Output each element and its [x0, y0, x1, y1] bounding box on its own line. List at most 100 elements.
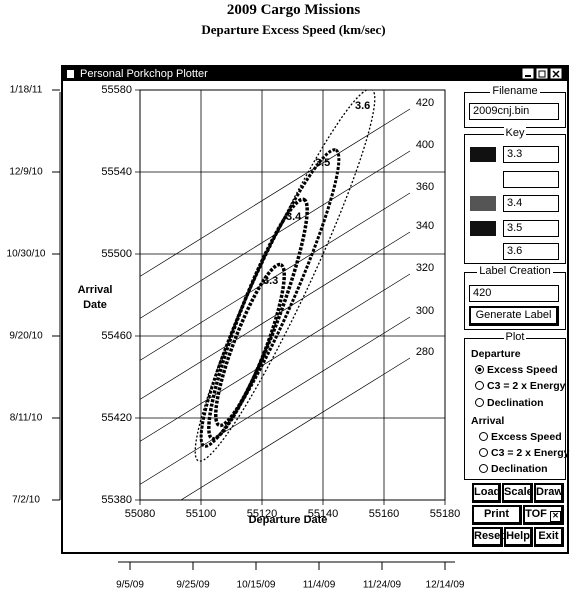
departure-date-label: 10/15/09 — [237, 580, 276, 591]
radio-option[interactable]: Declination — [479, 463, 548, 475]
option-text: Excess Speed — [487, 364, 558, 376]
key-input[interactable] — [503, 171, 559, 188]
y-tick-label: 55460 — [101, 330, 132, 342]
window-title: Personal Porkchop Plotter — [80, 68, 208, 80]
contour-3-3 — [214, 262, 286, 428]
departure-date-label: 12/14/09 — [426, 580, 465, 591]
scale-button[interactable]: Scale — [502, 483, 533, 503]
tof-label: 320 — [416, 262, 434, 274]
departure-date-label: 9/25/09 — [176, 580, 210, 591]
contour-label: 3.3 — [263, 275, 278, 287]
caption-text: Key — [503, 127, 527, 139]
key-input[interactable]: 3.4 — [503, 195, 559, 212]
window-controls[interactable] — [521, 67, 563, 80]
x-tick-label: 55100 — [186, 508, 217, 520]
contours — [194, 90, 376, 462]
tof-label: 400 — [416, 139, 434, 151]
contour-label: 3.6 — [355, 100, 370, 112]
tof-line — [140, 192, 411, 361]
x-axis-label: Departure Date — [249, 514, 328, 526]
arrival-date-label: 1/18/11 — [10, 85, 43, 96]
label-creation-group: Label Creation 420 Generate Label — [464, 265, 566, 330]
group-caption: Plot — [465, 331, 565, 343]
tof-label: 340 — [416, 220, 434, 232]
title-bar — [63, 67, 567, 81]
contour-label: 3.4 — [286, 211, 302, 223]
tof-label: 360 — [416, 181, 434, 193]
tof-text: TOF — [525, 508, 547, 520]
key-swatch — [470, 196, 496, 211]
maximize[interactable] — [535, 67, 549, 80]
group-caption: Filename — [465, 85, 565, 97]
tof-line — [180, 357, 411, 500]
label-input[interactable]: 420 — [469, 285, 559, 302]
key-swatch — [470, 147, 496, 162]
y-axis-label: Arrival — [78, 284, 113, 296]
group-caption: Label Creation — [465, 265, 565, 277]
x-tick-label: 55180 — [430, 508, 461, 520]
help-button[interactable]: Help — [504, 527, 533, 547]
x-tick-label: 55120 — [247, 508, 278, 520]
arrival-date-label: 8/11/10 — [10, 413, 43, 424]
print-button[interactable]: Print — [472, 505, 522, 525]
option-text: C3 = 2 x Energy — [491, 447, 570, 459]
key-input[interactable]: 3.3 — [503, 146, 559, 163]
minimize[interactable] — [521, 67, 535, 80]
key-input[interactable]: 3.5 — [503, 220, 559, 237]
y-tick-label: 55580 — [101, 84, 132, 96]
option-text: Declination — [491, 463, 548, 475]
title: 2009 Cargo Missions — [226, 2, 361, 18]
caption-text: Label Creation — [477, 265, 553, 277]
plot-group: Plot Departure Excess Speed C3 = 2 x Ene… — [464, 331, 570, 480]
y-axis-label: Date — [83, 299, 107, 311]
radio-option[interactable]: Excess Speed — [475, 364, 558, 376]
departure-date-label: 9/5/09 — [116, 580, 144, 591]
arrival-date-label: 10/30/10 — [7, 249, 46, 260]
load-button[interactable]: Load — [472, 483, 501, 503]
section-label: Arrival — [471, 415, 505, 427]
contour-label: 3.5 — [315, 157, 330, 169]
key-swatch — [470, 221, 496, 236]
tof-label: 420 — [416, 97, 434, 109]
y-tick-label: 55420 — [101, 412, 132, 424]
filename-input[interactable]: 2009cnj.bin — [469, 103, 559, 120]
subtitle: Departure Excess Speed (km/sec) — [201, 22, 386, 37]
radio-option[interactable]: C3 = 2 x Energy — [475, 380, 566, 392]
radio-option[interactable]: Excess Speed — [479, 431, 562, 443]
tof-line — [140, 108, 411, 277]
option-text: C3 = 2 x Energy — [487, 380, 566, 392]
radio-option[interactable]: Declination — [475, 397, 544, 409]
x-tick-label: 55160 — [369, 508, 400, 520]
grid: 55080 55100 55120 55140 55160 55180 55580 55540… — [101, 84, 460, 520]
x-tick-label: 55140 — [308, 508, 339, 520]
section-label: Departure — [471, 348, 521, 360]
arrival-date-label: 7/2/10 — [12, 495, 40, 506]
key-input[interactable]: 3.6 — [503, 243, 559, 260]
option-text: Excess Speed — [491, 431, 562, 443]
x-tick-label: 55080 — [125, 508, 156, 520]
checkbox[interactable]: ✕ — [549, 511, 561, 522]
tof-checkbox[interactable]: TOF ✕ — [523, 505, 564, 525]
tof-line — [140, 316, 411, 485]
draw-button[interactable]: Draw — [534, 483, 564, 503]
exit-button[interactable]: Exit — [534, 527, 564, 547]
caption-text: Plot — [503, 331, 527, 343]
radio-option[interactable]: C3 = 2 x Energy — [479, 447, 570, 459]
tof-label: 280 — [416, 346, 434, 358]
contour-3-4 — [207, 197, 309, 441]
y-tick-label: 55380 — [101, 494, 132, 506]
y-tick-label: 55540 — [101, 166, 132, 178]
window-icon — [67, 70, 74, 78]
key-group: Key 3.3 3.4 3.5 3.6 — [464, 127, 566, 264]
contour-3-5 — [199, 148, 341, 448]
date-axes: 1/18/11 12/9/10 10/30/10 9/20/10 8/11/10 7/2/… — [7, 85, 465, 591]
group-caption: Key — [465, 127, 565, 139]
option-text: Declination — [487, 397, 544, 409]
tof-line — [140, 150, 411, 319]
reset-button[interactable]: Reset — [472, 527, 504, 547]
generate-label-button[interactable]: Generate Label — [469, 306, 559, 326]
arrival-date-label: 12/9/10 — [9, 167, 43, 178]
departure-date-label: 11/4/09 — [303, 580, 336, 591]
caption-text: Filename — [490, 85, 540, 97]
